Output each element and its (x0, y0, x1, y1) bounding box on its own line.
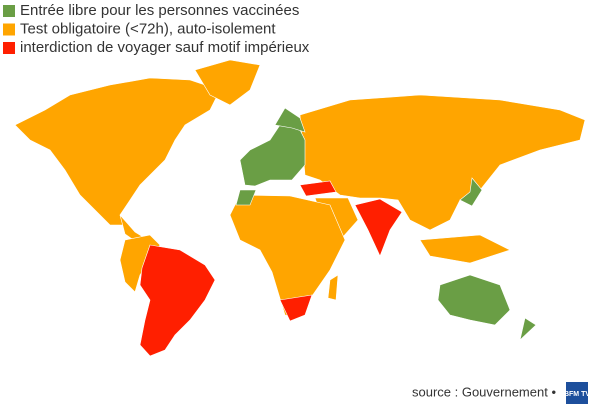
world-map (14, 59, 586, 357)
morocco (235, 189, 257, 206)
logo-box (566, 382, 588, 404)
scandinavia (274, 107, 306, 133)
logo: BFM TV (564, 391, 590, 398)
source: source : Gouvernement • (412, 384, 556, 399)
australia (437, 274, 511, 326)
japan (459, 177, 483, 207)
legend-label: Test obligatoire (<72h), auto-isolement (20, 20, 276, 37)
new-zealand (519, 317, 537, 341)
legend: Entrée libre pour les personnes vaccinée… (3, 2, 310, 56)
legend-label: interdiction de voyager sauf motif impér… (20, 39, 310, 56)
europe (239, 119, 306, 187)
south-africa (279, 294, 313, 322)
southeast-asia (419, 234, 511, 264)
india (354, 198, 403, 257)
legend-swatch (3, 42, 15, 54)
madagascar (327, 274, 339, 301)
legend-label: Entrée libre pour les personnes vaccinée… (20, 2, 299, 19)
legend-swatch (3, 5, 15, 17)
legend-swatch (3, 23, 15, 36)
turkey (299, 180, 337, 197)
south-america (139, 244, 216, 357)
greenland (194, 59, 261, 106)
north-america (14, 77, 221, 226)
